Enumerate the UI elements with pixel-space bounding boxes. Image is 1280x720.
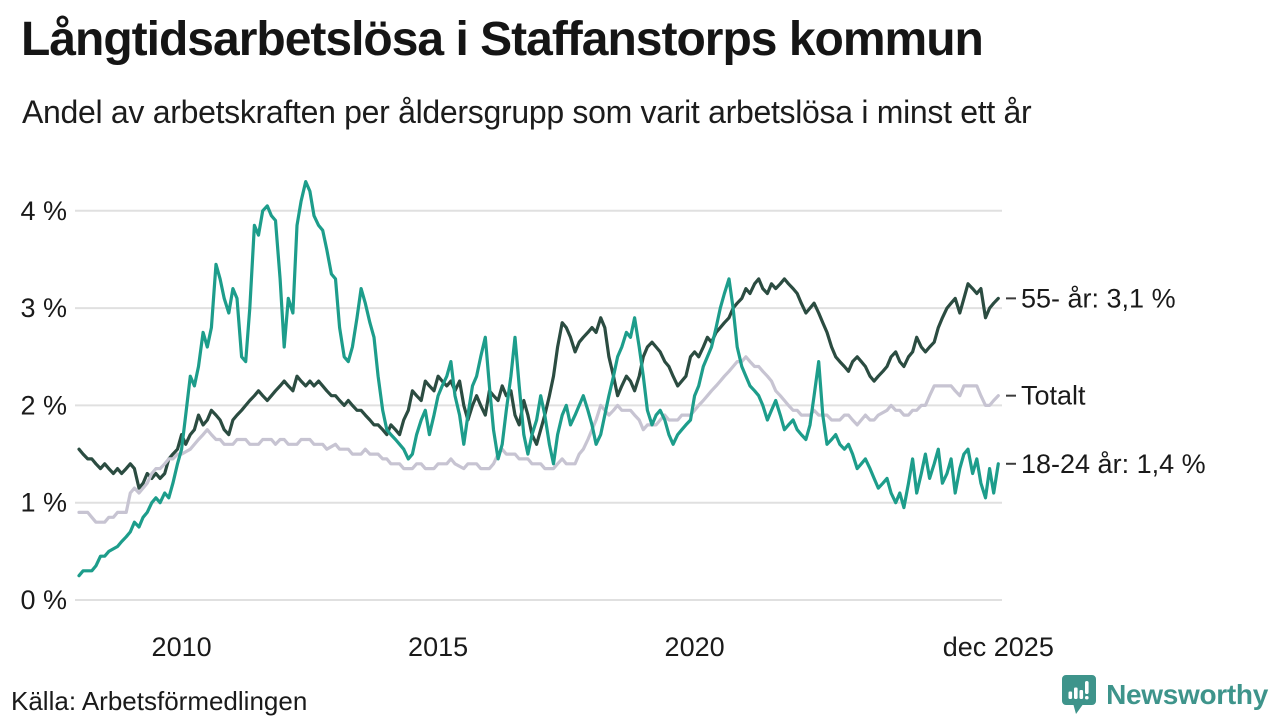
series-line-18-24-ar bbox=[77, 180, 1000, 578]
x-tick-label: 2020 bbox=[665, 632, 725, 662]
series-end-label-55-ar: 55- år: 3,1 % bbox=[1021, 283, 1176, 313]
chart-subtitle: Andel av arbetskraften per åldersgrupp s… bbox=[22, 94, 1032, 130]
newsworthy-logo[interactable]: Newsworthy bbox=[1061, 674, 1268, 716]
y-tick-label: 2 % bbox=[20, 390, 67, 420]
series-end-label-totalt: Totalt bbox=[1021, 381, 1086, 411]
chart-title: Långtidsarbetslösa i Staffanstorps kommu… bbox=[21, 13, 984, 66]
y-tick-label: 1 % bbox=[20, 488, 67, 518]
x-tick-label: 2015 bbox=[408, 632, 468, 662]
y-tick-label: 4 % bbox=[20, 196, 67, 226]
series-end-label-18-24-ar: 18-24 år: 1,4 % bbox=[1021, 449, 1206, 479]
y-tick-label: 0 % bbox=[20, 585, 67, 615]
source-label: Källa: Arbetsförmedlingen bbox=[11, 686, 308, 716]
series-line-totalt bbox=[77, 355, 1000, 524]
series-line-55-ar bbox=[77, 277, 1000, 490]
y-tick-label: 3 % bbox=[20, 293, 67, 323]
x-tick-label: dec 2025 bbox=[943, 632, 1054, 662]
x-tick-label: 2010 bbox=[152, 632, 212, 662]
newsworthy-logo-text: Newsworthy bbox=[1106, 679, 1268, 710]
bar-chart-bubble-icon bbox=[1061, 674, 1097, 716]
